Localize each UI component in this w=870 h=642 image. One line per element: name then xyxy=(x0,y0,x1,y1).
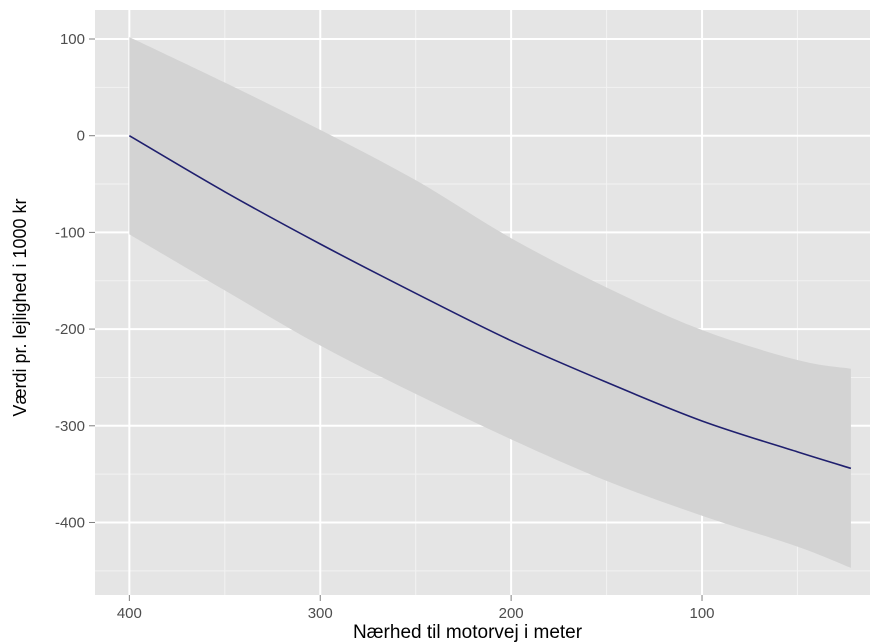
x-tick-label: 300 xyxy=(308,605,333,622)
y-axis-label: Værdi pr. lejlighed i 1000 kr xyxy=(10,198,30,416)
y-tick-label: -400 xyxy=(55,514,85,531)
x-tick-label: 200 xyxy=(499,605,524,622)
x-axis-label: Nærhed til motorvej i meter xyxy=(353,622,583,642)
y-tick-label: -100 xyxy=(55,224,85,241)
confidence-band xyxy=(129,37,851,568)
fitted-line xyxy=(128,135,852,470)
y-tick-label: 0 xyxy=(77,128,85,145)
y-tick-label: -200 xyxy=(55,321,85,338)
x-tick-label: 100 xyxy=(690,605,715,622)
y-tick-label: -300 xyxy=(55,418,85,435)
y-tick-label: 100 xyxy=(60,31,85,48)
x-axis-ticks: 400 300 200 100 xyxy=(117,595,715,622)
x-tick-label: 400 xyxy=(117,605,142,622)
y-axis-ticks: 100 0 -100 -200 -300 -400 xyxy=(55,31,95,531)
